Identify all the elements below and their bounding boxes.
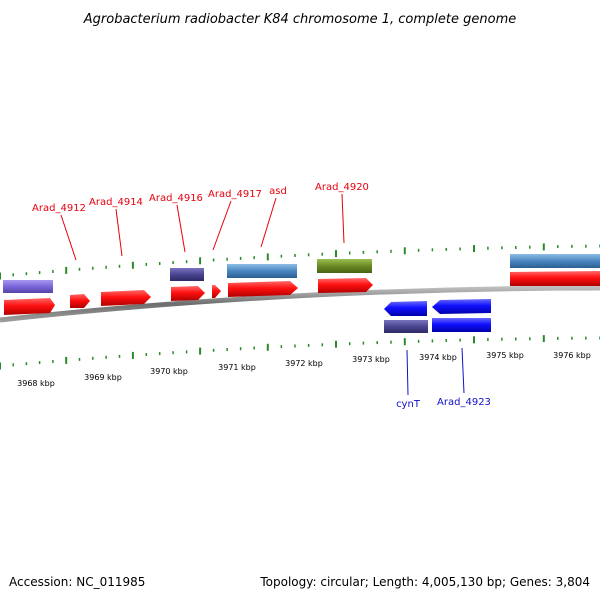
feature-steelblue-1[interactable] <box>227 264 297 278</box>
leader-arad-4912 <box>60 214 77 261</box>
scale-label-3973: 3973 kbp <box>352 355 390 364</box>
scale-label-3969: 3969 kbp <box>84 373 122 382</box>
forward-cds-right[interactable] <box>510 271 600 286</box>
gene-label-arad-4912[interactable]: Arad_4912 <box>32 203 86 214</box>
scale-label-3972: 3972 kbp <box>285 359 323 368</box>
forward-cds-asd[interactable] <box>228 281 298 297</box>
leader-arad-4916 <box>176 204 186 253</box>
leader-arad-4923 <box>461 347 465 394</box>
forward-cds-arad-4913[interactable] <box>70 294 90 308</box>
gene-label-arad-4923[interactable]: Arad_4923 <box>437 397 491 408</box>
forward-cds-arad-4920[interactable] <box>318 278 373 293</box>
scale-label-3971: 3971 kbp <box>218 363 256 372</box>
map-title: Agrobacterium radiobacter K84 chromosome… <box>83 12 516 27</box>
outer-scale-ticks <box>0 243 600 280</box>
feature-steelblue-2[interactable] <box>510 254 600 268</box>
scale-label-3976: 3976 kbp <box>553 351 591 360</box>
forward-cds-arad-4914[interactable] <box>101 290 151 306</box>
accession-text: Accession: NC_011985 <box>9 575 145 589</box>
gene-label-arad-4920[interactable]: Arad_4920 <box>315 182 369 193</box>
reverse-feature-blue[interactable] <box>432 318 491 332</box>
chromosome-backbone <box>0 285 600 323</box>
leader-cynT <box>406 349 409 396</box>
feature-purple-1[interactable] <box>3 280 53 293</box>
gene-label-asd[interactable]: asd <box>269 186 287 197</box>
gene-label-arad-4916[interactable]: Arad_4916 <box>149 193 203 204</box>
reverse-cds-cynT[interactable] <box>384 301 427 316</box>
feature-olive-1[interactable] <box>317 259 372 273</box>
scale-label-3970: 3970 kbp <box>150 367 188 376</box>
feature-slate-1[interactable] <box>170 268 204 281</box>
leader-arad-4914 <box>115 208 123 257</box>
leader-asd <box>260 197 277 248</box>
reverse-cds-arad-4923[interactable] <box>432 299 491 314</box>
leader-arad-4920 <box>341 193 345 244</box>
forward-cds-arad-4912[interactable] <box>4 298 55 315</box>
forward-cds-arad-4916[interactable] <box>171 286 205 301</box>
gene-label-arad-4917[interactable]: Arad_4917 <box>208 189 262 200</box>
inner-scale-ticks <box>0 335 600 370</box>
scale-label-3974: 3974 kbp <box>419 353 457 362</box>
reverse-feature-slate[interactable] <box>384 320 428 333</box>
gene-label-arad-4914[interactable]: Arad_4914 <box>89 197 143 208</box>
scale-label-3968: 3968 kbp <box>17 379 55 388</box>
leader-arad-4917 <box>212 200 232 251</box>
genome-summary-text: Topology: circular; Length: 4,005,130 bp… <box>259 575 590 589</box>
forward-cds-arad-4917[interactable] <box>212 285 221 298</box>
scale-label-3975: 3975 kbp <box>486 351 524 360</box>
gene-label-cynT[interactable]: cynT <box>396 399 421 410</box>
